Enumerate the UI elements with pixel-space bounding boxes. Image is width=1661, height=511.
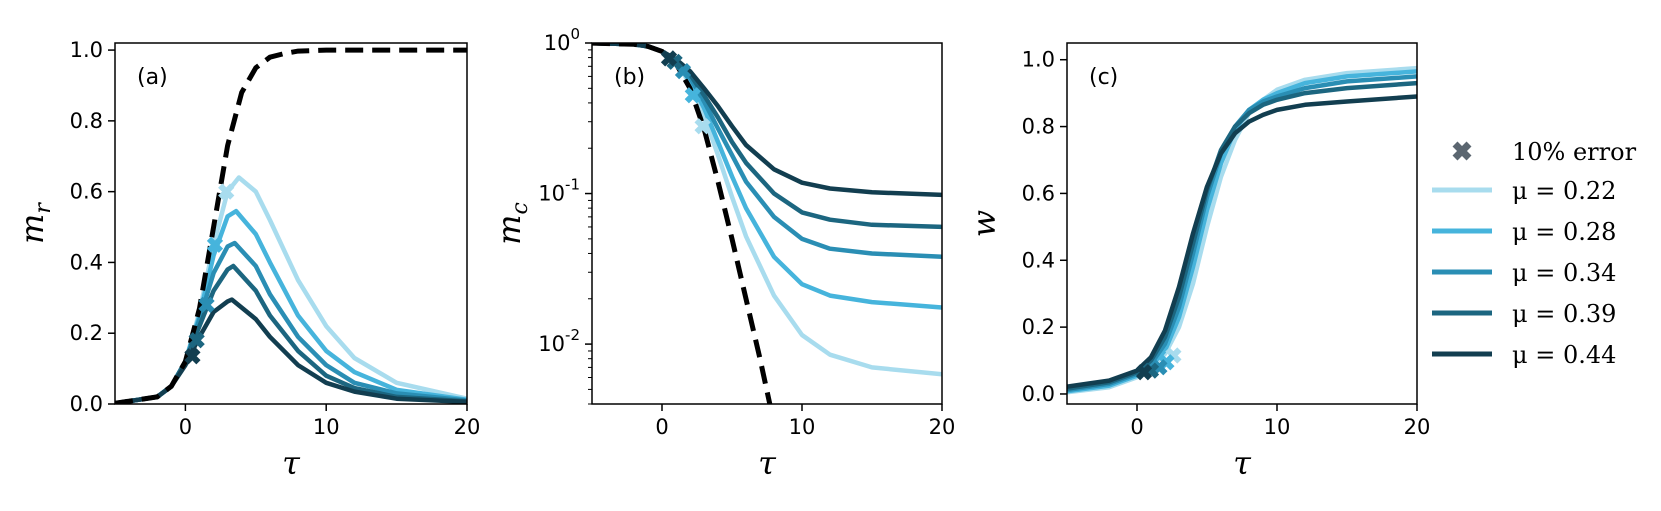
y-tick-label: 0.0 xyxy=(70,392,103,416)
panel-2: 0 10 20 10-2 10-1 100 (b) τ mc xyxy=(490,25,955,482)
x-tick-label: 20 xyxy=(1404,415,1431,439)
x-axis-label: τ xyxy=(1233,444,1252,482)
y-tick-label: 0.4 xyxy=(70,250,103,274)
legend-entry-label-3: μ = 0.34 xyxy=(1512,259,1616,287)
panel-label: (a) xyxy=(137,65,168,90)
series-line-2 xyxy=(115,208,467,404)
error-marker-2 xyxy=(684,87,701,104)
x-axis-label: τ xyxy=(282,444,301,482)
x-tick-label: 0 xyxy=(655,415,668,439)
error-marker-5 xyxy=(184,348,201,365)
error-marker-2 xyxy=(206,236,224,253)
axes-frame xyxy=(591,42,943,405)
y-axis-label: w xyxy=(965,210,1003,237)
legend-entry-label-5: μ = 0.44 xyxy=(1512,341,1616,369)
x-tick-label: 0 xyxy=(179,415,192,439)
plot-area xyxy=(1067,65,1417,395)
axes-frame xyxy=(1066,42,1418,405)
x-tick-label: 20 xyxy=(454,415,481,439)
error-marker-3 xyxy=(198,296,215,314)
legend-entry-label-4: μ = 0.39 xyxy=(1512,300,1616,328)
y-tick-label: 100 xyxy=(544,25,580,55)
legend-entry-label-2: μ = 0.28 xyxy=(1512,218,1616,246)
x-tick-label: 10 xyxy=(1264,415,1291,439)
y-tick-label: 0.4 xyxy=(1022,248,1055,272)
y-tick-label: 0.8 xyxy=(70,109,103,133)
y-tick-label: 1.0 xyxy=(1022,48,1055,72)
y-tick-label: 0.6 xyxy=(1022,181,1055,205)
panel-label: (b) xyxy=(614,65,645,90)
y-axis-label: mr xyxy=(13,202,56,244)
y-tick-label: 1.0 xyxy=(70,38,103,62)
reference-dashed-line xyxy=(592,43,773,404)
y-tick-label: 0.2 xyxy=(1022,315,1055,339)
reference-dashed-line xyxy=(115,47,467,404)
error-marker-5 xyxy=(1135,364,1153,381)
x-tick-label: 10 xyxy=(789,415,816,439)
error-marker-5 xyxy=(660,50,678,67)
plot-area xyxy=(592,43,942,404)
y-tick-label: 0.2 xyxy=(70,321,103,345)
x-tick-label: 10 xyxy=(313,415,340,439)
x-tick-label: 0 xyxy=(1130,415,1143,439)
legend: 10% error μ = 0.22 μ = 0.28 μ = 0.34 μ = 0.3… xyxy=(1432,138,1637,369)
panel-1: 0 10 20 0.0 0.2 0.4 0.6 0.8 1.0 (a) τ mr xyxy=(13,38,480,482)
error-marker-1 xyxy=(218,183,235,200)
error-marker-1 xyxy=(694,118,711,135)
y-tick-label: 0.0 xyxy=(1022,382,1055,406)
x-axis-label: τ xyxy=(758,444,777,482)
y-tick-label: 10-2 xyxy=(538,326,580,356)
y-axis-label: mc xyxy=(490,202,533,245)
error-marker-4 xyxy=(188,332,205,349)
legend-entry-label-1: μ = 0.22 xyxy=(1512,177,1616,205)
x-tick-label: 20 xyxy=(929,415,956,439)
series-line-4 xyxy=(115,263,467,404)
axes-frame xyxy=(114,42,468,405)
y-tick-label: 0.6 xyxy=(70,180,103,204)
panel-label: (c) xyxy=(1089,65,1118,90)
panel-3: 0 10 20 0.0 0.2 0.4 0.6 0.8 1.0 (c) τ w xyxy=(965,42,1431,482)
plot-area xyxy=(115,47,467,404)
legend-marker-label: 10% error xyxy=(1512,138,1637,166)
y-tick-label: 0.8 xyxy=(1022,115,1055,139)
series-line-5 xyxy=(1067,94,1417,389)
y-tick-label: 10-1 xyxy=(538,176,580,206)
series-line-1 xyxy=(115,175,467,404)
legend-marker-icon xyxy=(1452,141,1472,161)
